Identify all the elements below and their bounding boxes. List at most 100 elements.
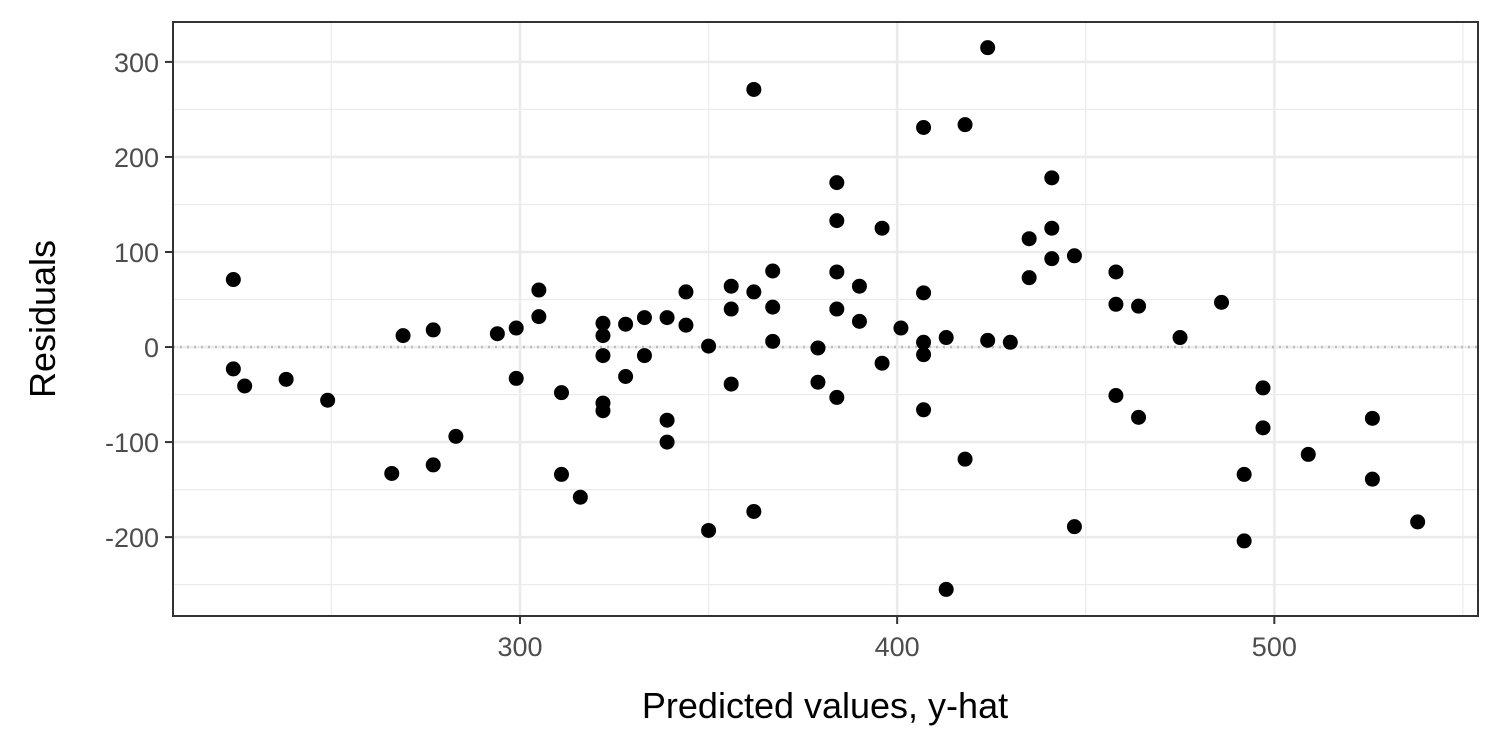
- data-point: [659, 412, 675, 428]
- data-point: [916, 285, 932, 301]
- y-tick-label: -100: [105, 428, 159, 458]
- data-point: [425, 322, 441, 338]
- data-point: [659, 434, 675, 450]
- data-point: [659, 310, 675, 326]
- data-point: [765, 299, 781, 315]
- x-axis-title: Predicted values, y-hat: [642, 685, 1008, 726]
- data-point: [893, 320, 909, 336]
- data-point: [746, 284, 762, 300]
- data-point: [1255, 420, 1271, 436]
- data-point: [765, 263, 781, 279]
- data-point: [1236, 466, 1252, 482]
- data-point: [916, 119, 932, 135]
- data-point: [1214, 294, 1230, 310]
- data-point: [1044, 170, 1060, 186]
- data-point: [701, 522, 717, 538]
- data-point: [916, 334, 932, 350]
- data-point: [320, 392, 336, 408]
- major-gridlines: [173, 22, 1478, 616]
- data-point: [1255, 380, 1271, 396]
- data-point: [916, 347, 932, 363]
- data-point: [1131, 409, 1147, 425]
- data-point: [723, 278, 739, 294]
- y-tick-label: -200: [105, 523, 159, 553]
- data-point: [1066, 248, 1082, 264]
- data-point: [508, 370, 524, 386]
- data-point: [572, 489, 588, 505]
- y-tick-label: 200: [114, 143, 159, 173]
- data-point: [1108, 264, 1124, 280]
- data-point: [1364, 410, 1380, 426]
- data-point: [851, 278, 867, 294]
- y-tick-label: 100: [114, 238, 159, 268]
- data-point: [1300, 446, 1316, 462]
- data-point: [1172, 330, 1188, 346]
- x-axis: 300 400 500: [497, 616, 1297, 662]
- data-point: [618, 368, 634, 384]
- y-tick-label: 300: [114, 48, 159, 78]
- data-point: [957, 451, 973, 467]
- y-axis: -200 -100 0 100 200 300: [105, 48, 173, 553]
- data-point: [618, 316, 634, 332]
- data-point: [508, 320, 524, 336]
- data-point: [678, 284, 694, 300]
- data-point: [1021, 231, 1037, 247]
- data-point: [810, 340, 826, 356]
- data-point: [938, 330, 954, 346]
- data-point: [723, 376, 739, 392]
- data-point: [1108, 388, 1124, 404]
- data-point: [237, 378, 253, 394]
- data-point: [1108, 296, 1124, 312]
- data-point: [225, 272, 241, 288]
- data-point: [701, 338, 717, 354]
- panel-background: [173, 22, 1478, 616]
- data-point: [938, 581, 954, 597]
- data-point: [829, 213, 845, 229]
- data-point: [595, 348, 611, 364]
- data-point: [678, 317, 694, 333]
- data-point: [1002, 334, 1018, 350]
- data-point: [225, 361, 241, 377]
- data-point: [829, 264, 845, 280]
- data-point: [425, 457, 441, 473]
- data-point: [829, 175, 845, 191]
- data-point: [916, 402, 932, 418]
- data-point: [1410, 514, 1426, 530]
- y-tick-label: 0: [144, 333, 159, 363]
- data-point: [636, 348, 652, 364]
- x-tick-label: 500: [1252, 632, 1297, 662]
- data-point: [595, 403, 611, 419]
- data-point: [746, 81, 762, 97]
- data-point: [851, 313, 867, 329]
- data-point: [957, 117, 973, 133]
- data-point: [1236, 533, 1252, 549]
- data-point: [395, 328, 411, 344]
- data-point: [636, 310, 652, 326]
- data-point: [723, 301, 739, 317]
- data-point: [1364, 471, 1380, 487]
- data-point: [531, 309, 547, 325]
- data-point: [874, 220, 890, 236]
- x-tick-label: 300: [497, 632, 542, 662]
- data-point: [278, 371, 294, 387]
- data-point: [595, 315, 611, 331]
- data-point: [829, 301, 845, 317]
- data-point: [1044, 251, 1060, 267]
- x-tick-label: 400: [875, 632, 920, 662]
- data-point: [765, 333, 781, 349]
- data-point: [746, 503, 762, 519]
- data-point: [384, 465, 400, 481]
- data-point: [980, 332, 996, 348]
- minor-gridlines: [173, 22, 1478, 616]
- y-axis-title: Residuals: [22, 240, 63, 398]
- data-point: [553, 385, 569, 401]
- data-point: [829, 389, 845, 405]
- data-point: [1044, 220, 1060, 236]
- panel-border: [172, 21, 1479, 617]
- data-point: [531, 282, 547, 298]
- data-point: [1131, 298, 1147, 314]
- data-point: [1021, 270, 1037, 286]
- data-point: [489, 326, 505, 342]
- data-point: [448, 428, 464, 444]
